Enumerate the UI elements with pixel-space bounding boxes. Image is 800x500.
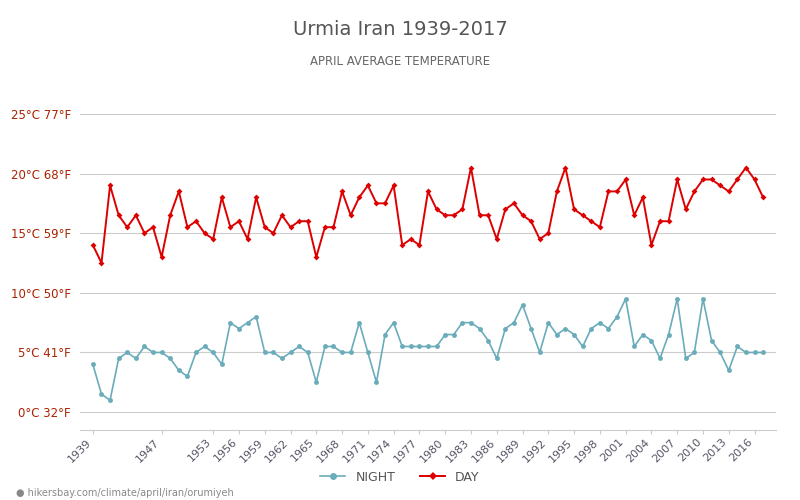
Y-axis label: TEMPERATURE: TEMPERATURE (0, 218, 2, 302)
Text: Urmia Iran 1939-2017: Urmia Iran 1939-2017 (293, 20, 507, 39)
Text: ● hikersbay.com/climate/april/iran/orumiyeh: ● hikersbay.com/climate/april/iran/orumi… (16, 488, 234, 498)
Text: APRIL AVERAGE TEMPERATURE: APRIL AVERAGE TEMPERATURE (310, 55, 490, 68)
Legend: NIGHT, DAY: NIGHT, DAY (315, 466, 485, 489)
